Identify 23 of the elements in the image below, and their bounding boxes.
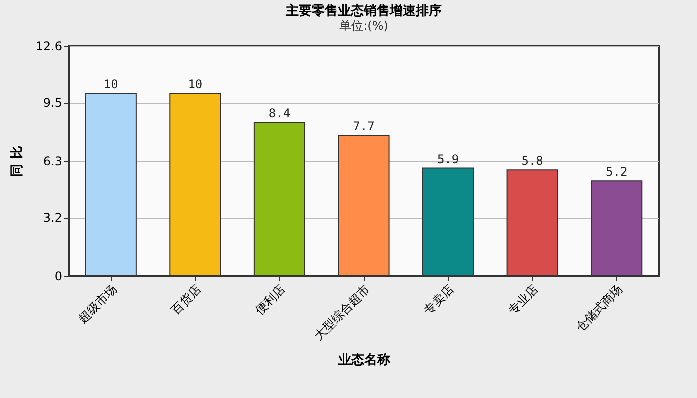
data-label: 10 [104,77,118,92]
y-axis-title: 同 比 [10,146,25,177]
data-label: 8.4 [268,106,291,121]
data-label: 10 [188,77,203,92]
x-tick-label: 仓储式商场 [573,282,626,334]
data-label: 5.9 [437,152,460,166]
data-label: 5.2 [606,165,628,180]
y-tick-label: 12.6 [36,40,62,54]
y-tick-label: 3.2 [43,211,62,226]
x-axis-title: 业态名称 [338,352,392,368]
x-tick-label: 超级市场 [76,282,120,326]
chart-title: 主要零售业态销售增速排序 [285,3,442,19]
x-tick-label: 专业店 [506,282,542,318]
x-tick-label: 百货店 [168,282,204,318]
y-tick-label: 0 [54,270,62,284]
y-tick-label: 9.5 [43,96,62,110]
x-tick-label: 专卖店 [421,282,457,318]
x-tick-label: 大型综合超市 [312,282,372,343]
data-label: 7.7 [353,119,375,134]
y-tick-label: 6.3 [43,154,62,168]
chart-subtitle: 单位:(%) [340,19,388,33]
x-tick-label: 便利店 [252,282,288,318]
data-label: 5.8 [522,154,544,168]
